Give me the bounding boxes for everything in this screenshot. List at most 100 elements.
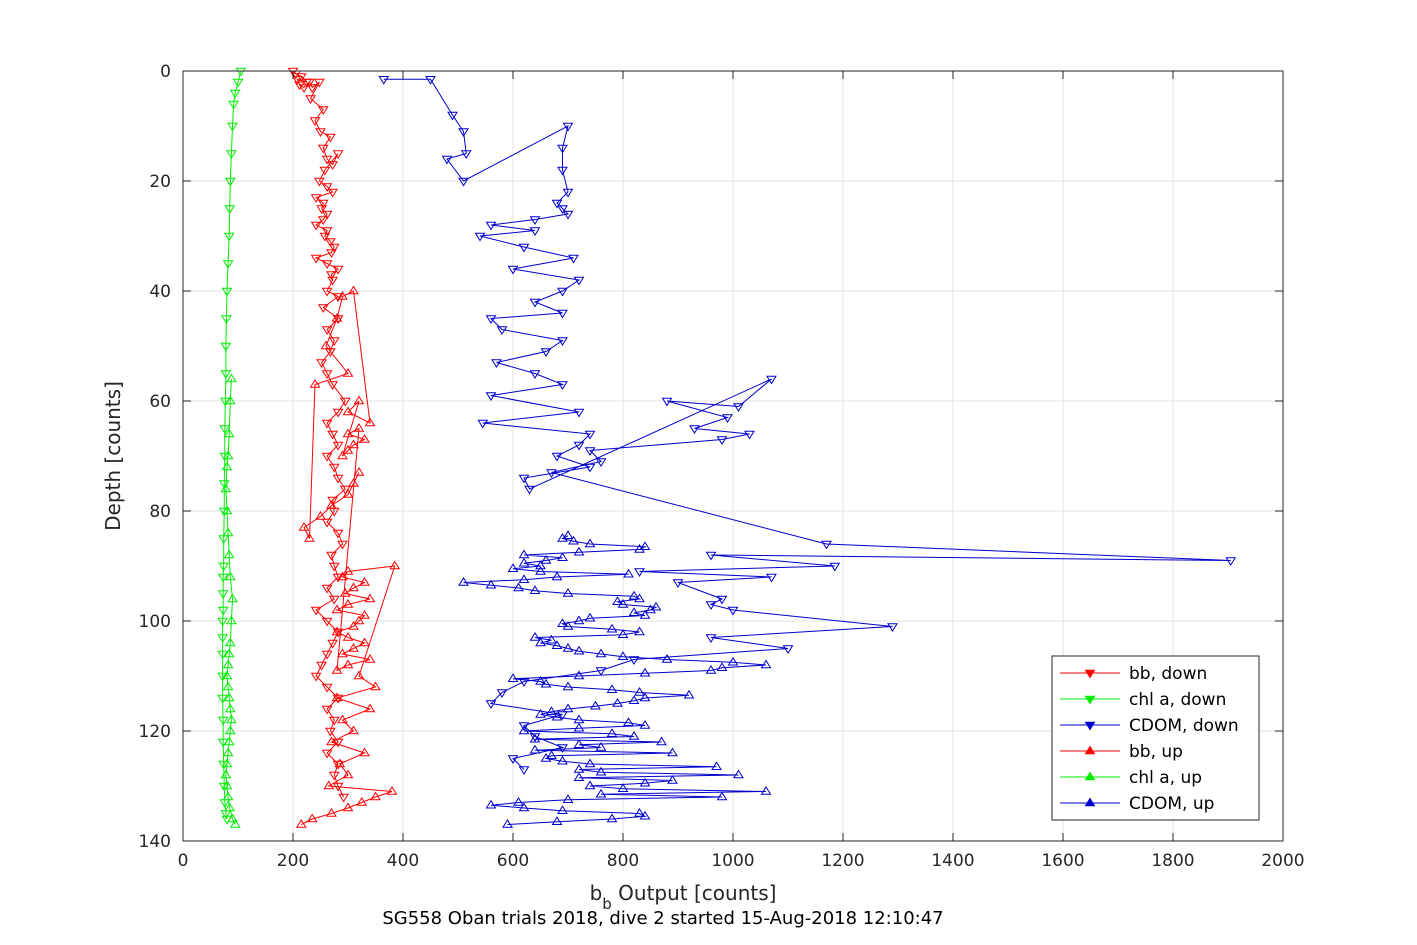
data-point bbox=[348, 582, 359, 592]
legend-item: chl a, down bbox=[1060, 690, 1226, 710]
data-point bbox=[219, 397, 231, 407]
data-point bbox=[217, 694, 229, 704]
series-layer bbox=[217, 67, 1237, 828]
data-point bbox=[291, 76, 303, 85]
data-point bbox=[225, 150, 237, 159]
data-point bbox=[645, 604, 656, 614]
data-point bbox=[507, 563, 519, 572]
data-point bbox=[623, 568, 634, 578]
data-point bbox=[232, 78, 244, 88]
data-point bbox=[551, 199, 563, 209]
data-point bbox=[221, 758, 233, 768]
data-point bbox=[359, 577, 370, 586]
data-point bbox=[331, 313, 343, 322]
data-point bbox=[342, 489, 354, 498]
data-point bbox=[389, 560, 401, 570]
data-point bbox=[518, 722, 530, 731]
data-point bbox=[705, 601, 717, 610]
data-point bbox=[320, 340, 332, 350]
data-point bbox=[518, 549, 530, 559]
data-point bbox=[485, 700, 497, 709]
data-point bbox=[634, 687, 645, 696]
data-point bbox=[634, 626, 645, 636]
data-point bbox=[218, 507, 230, 517]
data-point bbox=[220, 342, 232, 352]
data-point bbox=[507, 755, 519, 764]
data-point bbox=[557, 711, 568, 720]
data-point bbox=[338, 793, 350, 803]
y-tick-label: 0 bbox=[160, 62, 171, 82]
data-point bbox=[562, 681, 574, 691]
data-point bbox=[744, 430, 755, 440]
data-point bbox=[327, 188, 339, 198]
data-point bbox=[348, 621, 359, 630]
data-point bbox=[689, 425, 700, 434]
data-point bbox=[342, 599, 354, 608]
series-chl-a-down bbox=[217, 67, 247, 825]
data-point bbox=[310, 672, 322, 682]
data-point bbox=[222, 260, 234, 269]
data-point bbox=[342, 802, 354, 812]
data-point bbox=[535, 560, 546, 570]
data-point bbox=[348, 439, 359, 449]
data-point bbox=[306, 84, 318, 93]
data-point bbox=[573, 546, 585, 556]
data-point bbox=[562, 188, 574, 198]
legend-item: bb, up bbox=[1060, 742, 1183, 762]
data-point bbox=[310, 606, 322, 616]
data-point bbox=[557, 309, 568, 319]
data-point bbox=[217, 716, 229, 726]
data-point bbox=[634, 544, 645, 553]
data-point bbox=[317, 106, 329, 115]
data-point bbox=[227, 813, 238, 823]
data-point bbox=[222, 747, 234, 757]
data-point bbox=[551, 640, 563, 649]
data-point bbox=[222, 450, 234, 460]
data-point bbox=[829, 562, 841, 572]
data-point bbox=[672, 579, 684, 588]
data-point bbox=[370, 681, 381, 691]
data-point bbox=[321, 260, 333, 269]
data-point bbox=[518, 725, 530, 735]
data-point bbox=[326, 736, 337, 746]
legend: bb, down chl a, down CDOM, down bb, up chl a… bbox=[1051, 655, 1260, 821]
data-point bbox=[573, 764, 585, 773]
data-point bbox=[348, 478, 359, 487]
data-point bbox=[557, 618, 568, 627]
data-point bbox=[557, 552, 568, 561]
data-point bbox=[562, 643, 574, 652]
data-point bbox=[518, 678, 530, 687]
data-point bbox=[716, 662, 728, 671]
data-point bbox=[557, 337, 568, 346]
data-point bbox=[220, 370, 232, 379]
data-point bbox=[305, 95, 317, 104]
y-tick-label: 80 bbox=[149, 502, 171, 522]
series-cdom-up bbox=[458, 530, 772, 828]
data-point bbox=[342, 428, 354, 438]
legend-marker bbox=[1084, 695, 1096, 705]
data-point bbox=[639, 692, 651, 702]
data-point bbox=[334, 758, 346, 768]
data-point bbox=[359, 610, 370, 619]
data-point bbox=[327, 276, 339, 286]
data-point bbox=[224, 395, 236, 405]
series-bb-up bbox=[295, 285, 401, 828]
data-point bbox=[540, 678, 552, 688]
data-point bbox=[348, 725, 359, 735]
data-point bbox=[224, 802, 236, 812]
data-point bbox=[573, 739, 585, 748]
y-tick-label: 140 bbox=[139, 832, 171, 852]
data-point bbox=[557, 205, 568, 214]
legend-label: chl a, up bbox=[1129, 768, 1202, 788]
data-point bbox=[595, 458, 607, 467]
data-point bbox=[546, 706, 557, 715]
data-point bbox=[229, 819, 241, 828]
data-point bbox=[650, 601, 662, 611]
data-point bbox=[656, 736, 667, 746]
data-point bbox=[705, 665, 717, 674]
data-point bbox=[342, 368, 354, 377]
data-point bbox=[535, 637, 546, 647]
data-point bbox=[327, 161, 339, 170]
data-point bbox=[485, 799, 497, 809]
data-point bbox=[331, 665, 343, 674]
